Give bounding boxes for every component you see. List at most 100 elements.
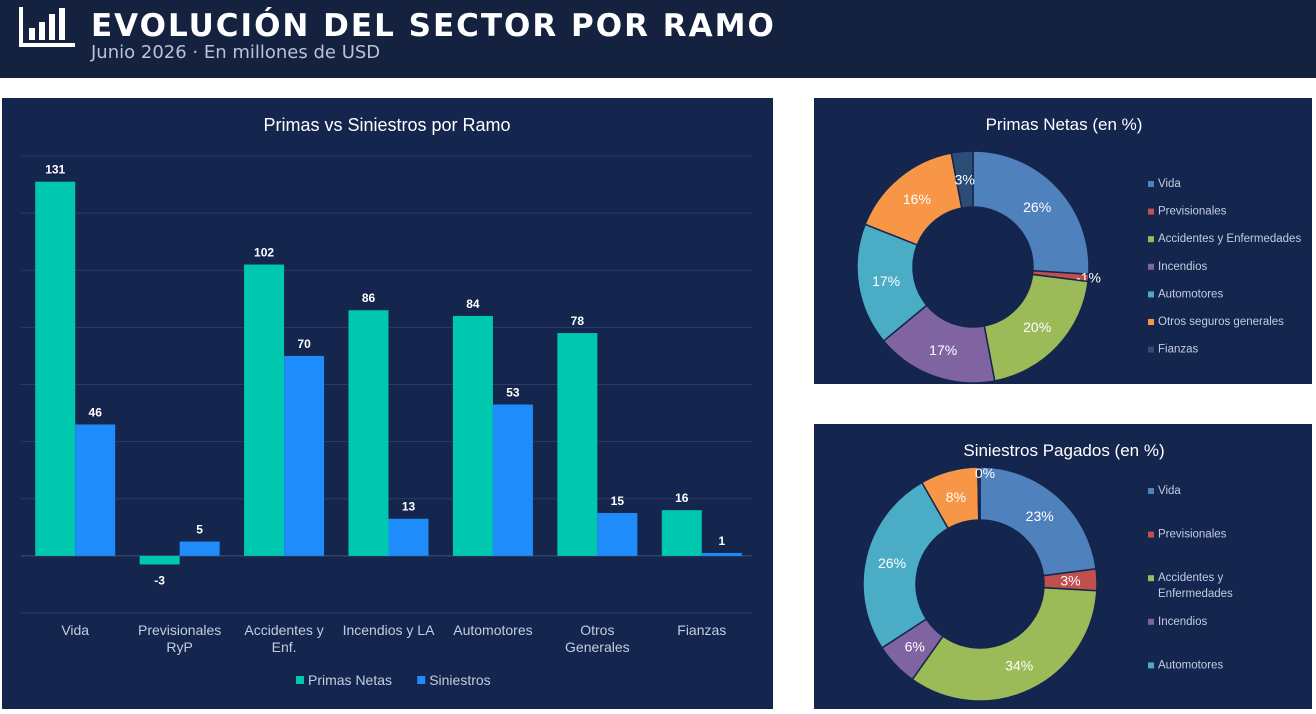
legend-swatch [1148,263,1154,270]
bar-data-label: -3 [154,573,165,587]
donut-data-label: 20% [1023,319,1051,335]
legend-label: Fianzas [1158,344,1199,356]
legend-swatch [1148,575,1154,582]
donut-data-label: 26% [1023,199,1051,215]
donut-slice [950,150,974,209]
donut-data-label: 26% [878,555,906,571]
donut-data-label: 34% [1005,658,1033,674]
primas-donut-chart: Primas Netas (en %)26%-1%20%17%17%16%3% V… [856,115,1301,384]
legend-swatch [1148,618,1154,625]
bar-data-label: 78 [571,314,585,328]
legend-label: Accidentes y Enfermedades [1158,233,1301,245]
donut-data-label: 16% [903,191,931,207]
donut-slice [977,466,981,521]
donut-slice [983,273,1089,382]
x-tick-label: Automotores [453,622,532,638]
legend-swatch [1148,488,1154,494]
bar-siniestros [492,404,533,556]
donut-data-label: 8% [946,489,966,505]
legend-swatch [1148,662,1154,669]
donut-title: Siniestros Pagados (en %) [963,441,1164,460]
bar-data-label: 102 [254,246,274,260]
primas-donut-panel: Primas Netas (en %) 26% -1% 20% 17% 17% 16% 3% V… [814,98,1312,384]
x-tick-label: Otros [580,622,614,638]
bar-siniestros [75,424,116,556]
legend-label: Incendios [1158,616,1207,628]
bar-data-label: 13 [402,500,416,514]
legend-swatch [1148,346,1154,353]
bar-data-label: 131 [45,163,65,177]
donut-data-label: 0% [975,465,995,481]
legend-swatch [1148,208,1154,215]
bar-primas [35,181,76,556]
legend-label: Previsionales [1158,529,1227,541]
legend-label: Incendios [1158,261,1207,273]
legend-label: Primas Netas [308,672,392,688]
legend-swatch [1148,236,1154,243]
legend-label: Siniestros [429,672,490,688]
donut-data-label: 3% [1060,573,1080,589]
bar-chart-panel: Primas vs Siniestros por Ramo 131 46 Vida -3… [2,98,773,709]
x-tick-label: Accidentes y [244,622,323,638]
x-tick-label: Generales [565,639,630,655]
legend-swatch [1148,181,1154,187]
page-title: EVOLUCIÓN DEL SECTOR POR RAMO [91,8,776,44]
donut-slice [979,466,1097,577]
x-tick-label: Vida [61,622,89,638]
bar-data-label: 70 [297,337,311,351]
legend-label: Automotores [1158,288,1223,300]
x-tick-label: Incendios y LA [343,622,435,638]
legend-swatch [296,676,304,684]
legend-label: Previsionales [1158,206,1227,218]
legend-label: Automotores [1158,659,1223,671]
bar-primas [139,555,180,565]
legend-label: Enfermedades [1158,588,1233,600]
bar-data-label: 5 [196,523,203,537]
donut-data-label: 23% [1026,508,1054,524]
legend-label: Vida [1158,178,1181,190]
legend-label: Vida [1158,485,1181,497]
bar-primas [661,510,702,556]
bar-primas [348,310,389,556]
x-tick-label: Fianzas [677,622,726,638]
donut-slice [911,586,1098,702]
bar-data-label: 15 [611,494,625,508]
page-subtitle: Junio 2026 · En millones de USD [91,42,381,63]
header-bar: EVOLUCIÓN DEL SECTOR POR RAMO Junio 2026… [0,0,1316,78]
bar-chart-title: Primas vs Siniestros por Ramo [263,115,510,135]
bar-data-label: 16 [675,491,689,505]
bar-data-label: 86 [362,291,376,305]
legend-swatch [1148,291,1154,298]
bar-siniestros [597,513,638,556]
legend-label: Otros seguros generales [1158,316,1284,328]
siniestros-donut-chart: Siniestros Pagados (en %) 23% 3% 34% 6% 26% 8%… [862,441,1233,702]
donut-title: Primas Netas (en %) [986,115,1143,134]
bar-chart: Primas vs Siniestros por Ramo13146Vida-3… [21,115,752,688]
bar-siniestros [701,553,742,556]
bar-primas [557,333,598,556]
bar-siniestros [179,541,220,556]
donut-data-label: 17% [929,342,957,358]
x-tick-label: Previsionales [138,622,221,638]
legend-label: Accidentes y [1158,572,1223,584]
legend-swatch [1148,319,1154,325]
donut-data-label: 3% [955,171,975,187]
bar-primas [244,264,285,556]
donut-data-label: 6% [905,639,925,655]
bar-data-label: 84 [466,297,480,311]
bar-siniestros [284,355,325,556]
bar-primas [452,315,493,556]
bar-data-label: 53 [506,385,520,399]
legend-swatch [417,676,426,684]
donut-slice [862,481,950,649]
x-tick-label: RyP [166,639,192,655]
donut-data-label: 17% [872,273,900,289]
bar-data-label: 1 [718,534,725,548]
legend-swatch [1148,531,1154,538]
bar-data-label: 46 [89,405,103,419]
siniestros-donut-panel: Siniestros Pagados (en %) 23% 3% 34% 6% 26% 8%… [814,424,1312,709]
x-tick-label: Enf. [272,639,297,655]
bar-siniestros [388,518,429,556]
donut-slice [972,150,1090,276]
bar-chart-icon [19,7,75,47]
